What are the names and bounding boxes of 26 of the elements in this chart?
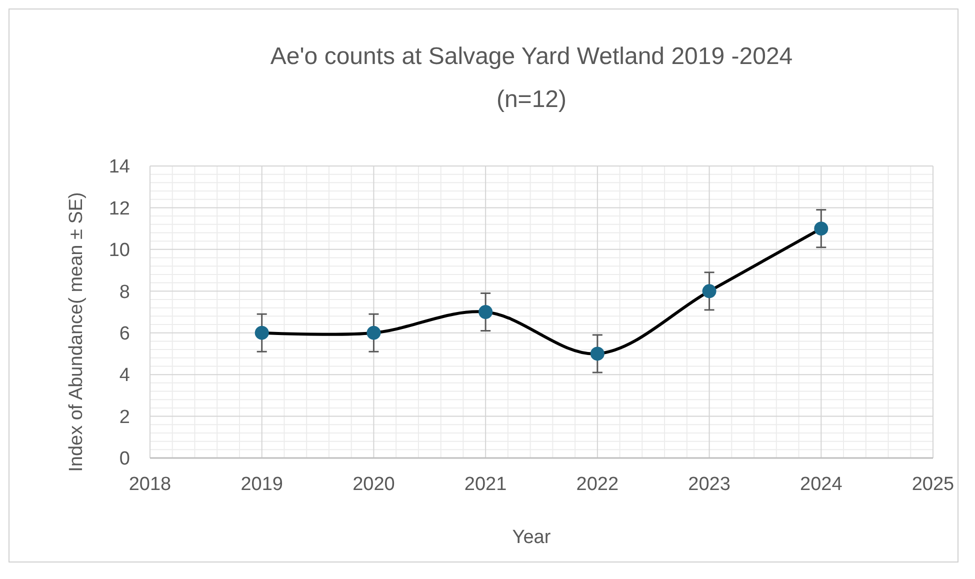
point bbox=[254, 326, 269, 340]
y-tick-label: 6 bbox=[119, 324, 130, 345]
x-tick-label: 2020 bbox=[352, 474, 395, 495]
x-tick-label: 2024 bbox=[800, 474, 843, 495]
y-tick-label: 8 bbox=[119, 282, 130, 303]
point bbox=[814, 222, 828, 236]
y-tick-label: 2 bbox=[119, 406, 130, 428]
chart-subtitle: (n=12) bbox=[496, 86, 567, 113]
y-axis-title: Index of Abundance( mean ± SE) bbox=[66, 192, 87, 472]
y-tick-label: 0 bbox=[119, 448, 130, 470]
point bbox=[366, 326, 381, 340]
x-tick-label: 2021 bbox=[464, 474, 507, 495]
x-tick-label: 2025 bbox=[912, 474, 954, 495]
x-axis-title: Year bbox=[512, 527, 552, 548]
point bbox=[702, 284, 716, 298]
y-tick-label: 14 bbox=[108, 156, 130, 178]
point bbox=[590, 346, 604, 361]
y-tick-label: 12 bbox=[108, 198, 130, 220]
y-tick-label: 10 bbox=[108, 240, 130, 262]
x-tick-label: 2023 bbox=[688, 474, 730, 495]
x-tick-label: 2019 bbox=[240, 474, 283, 495]
x-tick-label: 2022 bbox=[576, 474, 619, 495]
chart-title: Ae'o counts at Salvage Yard Wetland 2019 -2024 bbox=[270, 43, 793, 70]
x-tick-label: 2018 bbox=[128, 474, 172, 495]
y-tick-label: 4 bbox=[119, 365, 130, 386]
point bbox=[478, 305, 493, 319]
